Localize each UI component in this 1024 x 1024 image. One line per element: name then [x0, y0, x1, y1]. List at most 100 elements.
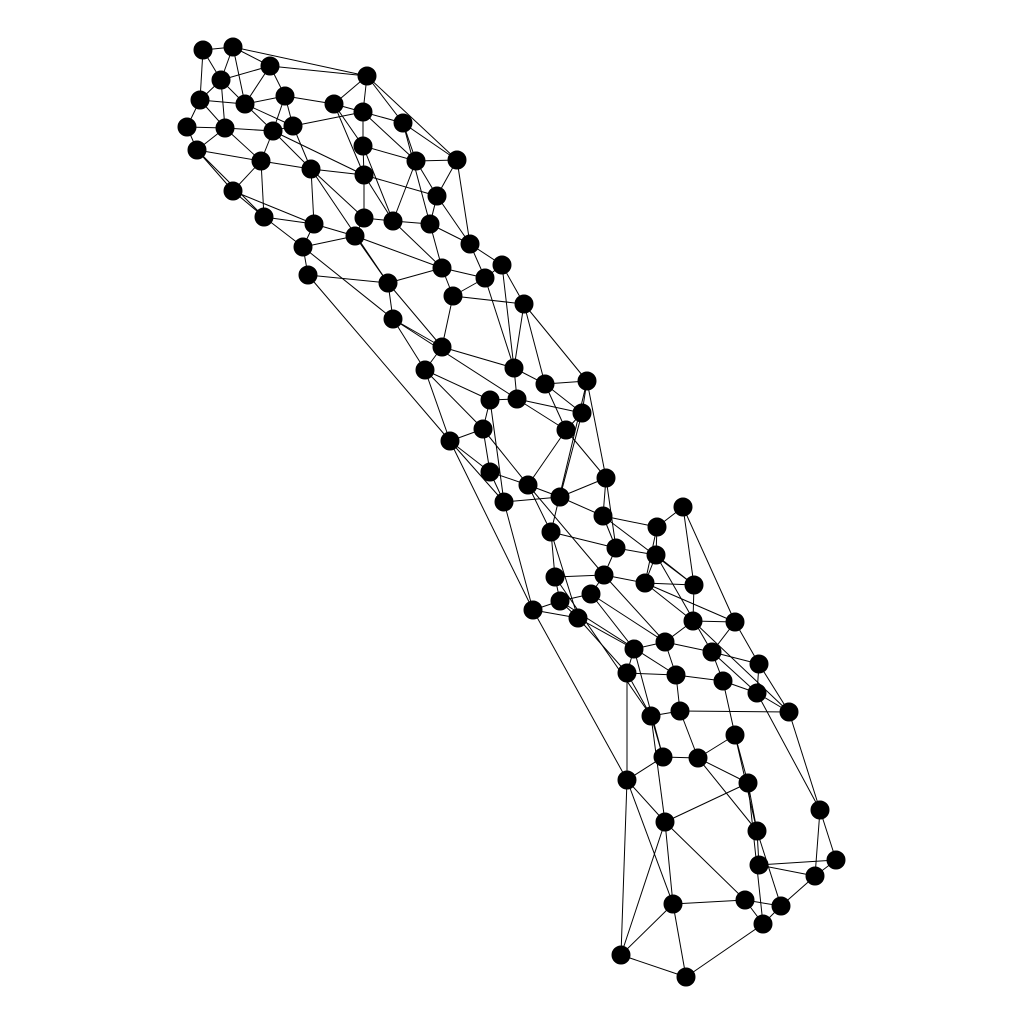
graph-node	[805, 866, 825, 886]
graph-node	[357, 66, 377, 86]
graph-edge	[366, 75, 404, 124]
graph-edge	[644, 582, 694, 622]
graph-node	[260, 56, 280, 76]
graph-node	[345, 226, 365, 246]
graph-node	[683, 611, 703, 631]
graph-edge	[452, 295, 525, 305]
graph-edge	[310, 168, 389, 284]
graph-node	[541, 522, 561, 542]
graph-node	[251, 151, 271, 171]
graph-edge	[307, 274, 451, 442]
graph-edge	[501, 264, 515, 369]
graph-edge	[747, 782, 764, 925]
graph-node	[735, 890, 755, 910]
graph-edge	[516, 398, 567, 431]
graph-edge	[565, 429, 607, 479]
graph-node	[624, 639, 644, 659]
graph-node	[378, 273, 398, 293]
graph-node	[223, 37, 243, 57]
graph-edge	[441, 346, 515, 369]
graph-node	[617, 770, 637, 790]
graph-edge	[697, 757, 758, 832]
graph-edge	[302, 246, 394, 320]
graph-edge	[682, 506, 736, 623]
graph-node	[507, 389, 527, 409]
graph-edge	[758, 859, 837, 866]
graph-node	[432, 258, 452, 278]
graph-edge	[685, 923, 764, 978]
graph-node	[771, 896, 791, 916]
graph-node	[475, 268, 495, 288]
graph-edge	[550, 531, 617, 549]
graph-node	[283, 116, 303, 136]
graph-edge	[527, 484, 605, 576]
graph-node	[577, 371, 597, 391]
graph-node	[810, 800, 830, 820]
graph-edge	[664, 782, 749, 823]
graph-node	[432, 337, 452, 357]
graph-node	[725, 725, 745, 745]
graph-edge	[672, 903, 687, 978]
graph-node	[702, 642, 722, 662]
graph-edge	[626, 779, 674, 905]
graph-node	[177, 117, 197, 137]
graph-node	[725, 612, 745, 632]
graph-edge	[644, 582, 736, 623]
graph-node	[568, 608, 588, 628]
graph-edge	[484, 277, 515, 369]
graph-edge	[362, 145, 394, 222]
graph-edge	[307, 274, 389, 284]
graph-node	[193, 40, 213, 60]
graph-edge	[620, 903, 674, 956]
graph-node	[415, 360, 435, 380]
graph-node	[383, 211, 403, 231]
graph-node	[354, 208, 374, 228]
graph-edge	[392, 220, 443, 269]
graph-edge	[424, 369, 484, 430]
graph-edge	[682, 506, 695, 586]
graph-node	[215, 118, 235, 138]
graph-edge	[232, 190, 315, 225]
graph-node	[635, 573, 655, 593]
graph-node	[473, 419, 493, 439]
graph-node	[480, 390, 500, 410]
graph-edge	[523, 303, 546, 385]
graph-node	[713, 671, 733, 691]
graph-node	[738, 773, 758, 793]
graph-edge	[527, 429, 567, 486]
graph-node	[688, 748, 708, 768]
graph-node	[545, 567, 565, 587]
graph-node	[749, 855, 769, 875]
graph-node	[523, 600, 543, 620]
graph-edge	[503, 501, 534, 611]
graph-node	[492, 255, 512, 275]
graph-edge	[633, 648, 664, 758]
graph-edge	[436, 195, 471, 245]
graph-edge	[620, 821, 666, 956]
graph-node	[617, 663, 637, 683]
graph-edge	[758, 864, 816, 877]
graph-node	[646, 545, 666, 565]
graph-node	[304, 214, 324, 234]
graph-node	[504, 358, 524, 378]
graph-edge	[603, 574, 666, 643]
graph-edge	[449, 440, 505, 503]
graph-node	[440, 431, 460, 451]
graph-edge	[559, 412, 583, 498]
graph-edge	[692, 620, 790, 713]
graph-node	[594, 565, 614, 585]
graph-edge	[788, 711, 821, 811]
graph-edge	[354, 235, 443, 269]
graph-edge	[590, 593, 666, 643]
graph-node	[779, 702, 799, 722]
graph-edge	[664, 821, 746, 901]
graph-edge	[232, 46, 368, 77]
graph-edge	[402, 122, 431, 225]
graph-edge	[392, 160, 417, 222]
graph-edge	[232, 46, 246, 105]
graph-node	[747, 683, 767, 703]
graph-edge	[554, 576, 652, 717]
graph-node	[641, 706, 661, 726]
graph-node	[593, 506, 613, 526]
